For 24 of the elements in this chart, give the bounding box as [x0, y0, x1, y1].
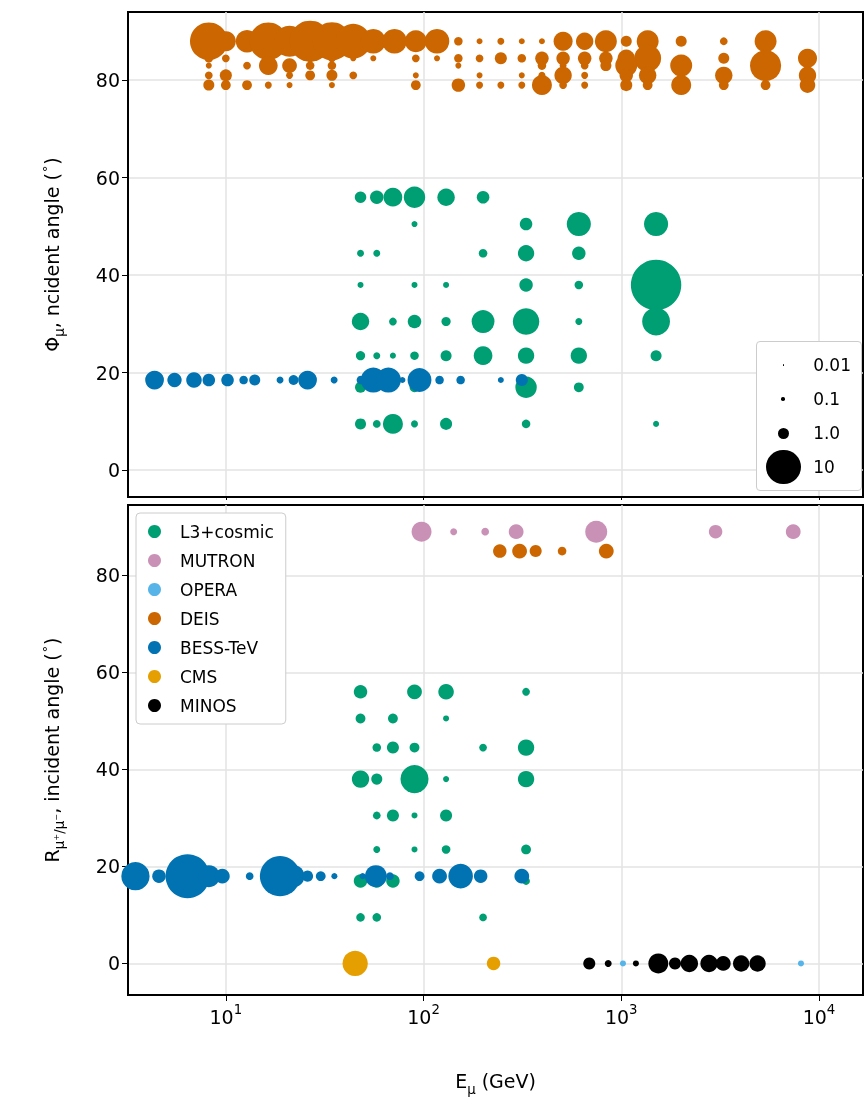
y-tick-label: 80 [95, 69, 120, 92]
y-tick-label: 20 [95, 361, 120, 384]
size-legend: 0.01 0.1 1.0 10 [756, 341, 862, 491]
legend-label: 1.0 [813, 423, 841, 443]
legend-label: MUTRON [180, 550, 256, 571]
y-axis-title: Rμ⁺/μ⁻, incident angle (∘) [36, 637, 67, 863]
legend-label: 0.01 [813, 355, 851, 375]
legend-label: CMS [180, 666, 218, 687]
legend-label: MINOS [180, 695, 237, 716]
legend-label: 0.1 [813, 389, 841, 409]
y-tick-label: 20 [95, 855, 120, 878]
y-tick-label: 60 [95, 661, 120, 684]
y-tick-label: 80 [95, 564, 120, 587]
legend-label: L3+cosmic [180, 521, 274, 542]
y-tick-label: 60 [95, 166, 120, 189]
legend-label: OPERA [180, 579, 238, 600]
y-tick-label: 0 [107, 459, 120, 482]
legend-label: 10 [813, 457, 835, 477]
y-tick-label: 0 [107, 952, 120, 975]
y-axis-title: Φμ, ncident angle (∘) [36, 157, 67, 352]
legend-label: DEIS [180, 608, 220, 629]
legend-label: BESS-TeV [180, 637, 259, 658]
y-tick-label: 40 [95, 758, 120, 781]
y-tick-label: 40 [95, 264, 120, 287]
